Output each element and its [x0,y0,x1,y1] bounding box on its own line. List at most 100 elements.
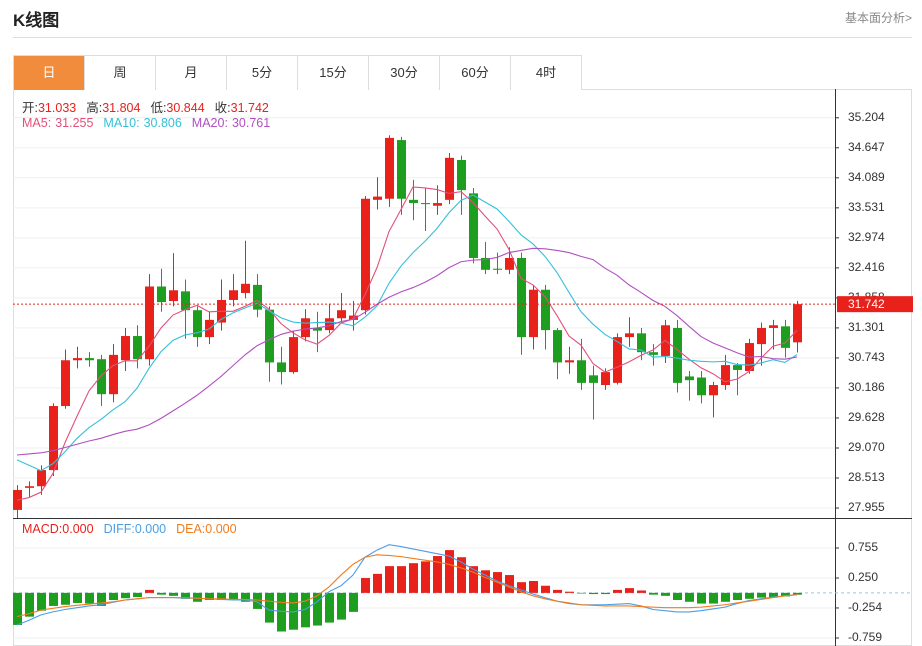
y-tick-label: 27.955 [848,500,885,514]
candle-body [145,286,154,360]
y-tick-label: 32.974 [848,230,885,244]
macd-bar [781,592,790,597]
macd-bar [673,592,682,601]
macd-bar [445,550,454,593]
ohlc-value: 31.742 [230,101,269,115]
period-tab[interactable]: 周 [85,56,156,90]
ma-label: MA5: [22,116,52,130]
fundamentals-link[interactable]: 基本面分析> [844,11,912,25]
period-tab[interactable]: 60分 [440,56,511,90]
candle-body [265,309,274,363]
macd-bar [733,592,742,601]
y-tick-label: 29.628 [848,410,885,424]
macd-bar [61,592,70,605]
candle-body [289,337,298,373]
ma-label: MA10: [103,116,140,130]
candle-body [781,326,790,348]
macd-bar [697,592,706,604]
candle-body [433,203,442,206]
macd-bar [253,592,262,609]
macd-bar [13,592,22,625]
macd-bar [85,592,94,604]
candle-body [733,365,742,370]
macd-bar [229,592,238,601]
candle-body [385,137,394,199]
macd-bar [157,592,166,595]
macd-bar [709,592,718,604]
macd-bar [469,566,478,593]
period-tab[interactable]: 4时 [511,56,581,90]
macd-bar [481,570,490,593]
macd-bar [601,592,610,595]
macd-bar [25,592,34,617]
ohlc-value: 31.033 [37,101,77,115]
last-price-box [837,296,913,313]
candle-body [85,358,94,361]
candle-body [421,203,430,205]
ma-label: MA20: [191,116,228,130]
y-tick-label: 34.089 [848,170,885,184]
macd-bar [313,592,322,626]
macd-bar [37,592,46,611]
candle-body [253,284,262,310]
macd-bar [217,592,226,601]
macd-bar [769,592,778,598]
period-tab[interactable]: 15分 [298,56,369,90]
macd-bar [133,592,142,598]
macd-legend-value: 0.000 [134,522,167,536]
macd-legend-label: DEA: [176,522,206,536]
macd-bar [721,592,730,602]
candle-body [517,257,526,338]
macd-bar [577,592,586,594]
macd-bar [241,592,250,602]
last-price-label: 31.742 [848,297,885,311]
ohlc-label: 开: [22,101,38,115]
y-tick-label: 0.250 [848,570,878,584]
macd-bar [169,592,178,596]
macd-bar [349,592,358,612]
macd-bar [73,592,82,603]
macd-bar [421,561,430,593]
macd-bar [589,592,598,595]
candle-body [361,198,370,311]
page-title: K线图 [13,11,60,30]
y-tick-label: 0.755 [848,540,878,554]
macd-bar [181,592,190,599]
ma-line [16,247,798,456]
candle-body [313,327,322,331]
macd-bar [517,582,526,593]
candle-body [457,159,466,191]
period-tab[interactable]: 30分 [369,56,440,90]
period-tab[interactable]: 日 [14,56,85,90]
macd-legend: MACD:0.000 DIFF:0.000 DEA:0.000 [22,522,247,536]
period-tab[interactable]: 月 [156,56,227,90]
ma-legend: MA5: 31.255 MA10: 30.806 MA20: 30.761 [22,116,280,130]
candle-body [553,330,562,363]
candle-body [529,289,538,338]
candle-body [109,354,118,395]
macd-bar [49,592,58,606]
macd-bar [613,589,622,593]
y-tick-label: -0.759 [848,630,882,644]
macd-bar [745,592,754,599]
macd-legend-value: 0.000 [205,522,237,536]
candle-body [397,140,406,199]
y-tick-label: 29.070 [848,440,885,454]
candle-body [757,327,766,345]
candle-body [49,406,58,471]
candle-body [637,333,646,353]
macd-bar [565,591,574,593]
macd-bar [361,578,370,593]
period-tab[interactable]: 5分 [227,56,298,90]
candle-body [613,337,622,383]
macd-bar [337,592,346,620]
macd-bar [193,592,202,602]
macd-bar [373,573,382,593]
candle-body [493,268,502,270]
macd-bar [409,563,418,593]
macd-bar [625,588,634,593]
candle-body [157,286,166,303]
ohlc-value: 31.804 [102,101,141,115]
y-tick-label: 34.647 [848,140,885,154]
